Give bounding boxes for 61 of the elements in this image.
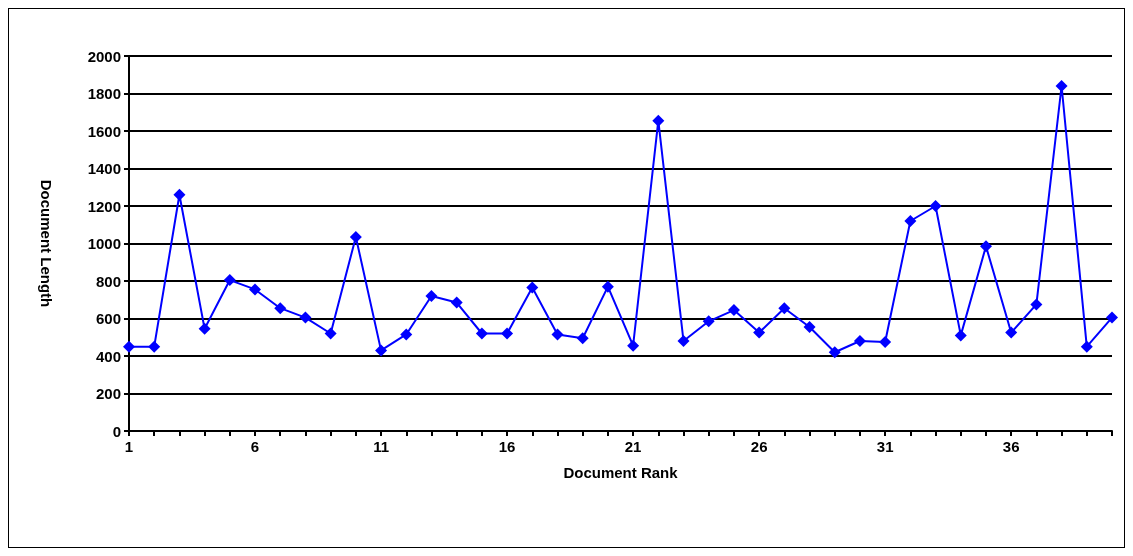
- y-axis-title: Document Length: [38, 179, 55, 308]
- y-tick-label: 1000: [87, 235, 121, 252]
- point: [828, 346, 841, 359]
- y-tick-label: 2000: [87, 47, 121, 65]
- x-tick-label: 6: [250, 438, 260, 455]
- point: [173, 188, 186, 201]
- x-axis-title: Document Rank: [563, 464, 679, 481]
- x-tick-label: 26: [750, 438, 768, 455]
- point: [274, 302, 287, 315]
- point: [475, 327, 488, 340]
- point: [375, 344, 388, 357]
- point: [954, 329, 967, 342]
- x-tick-label: 11: [373, 438, 389, 455]
- point: [803, 320, 816, 333]
- point: [702, 315, 715, 328]
- point: [904, 215, 917, 227]
- point: [753, 326, 766, 339]
- point: [879, 335, 892, 348]
- y-tick-label: 200: [95, 385, 121, 402]
- y-tick-label: 1600: [87, 122, 121, 140]
- point: [727, 304, 740, 317]
- y-tick-label: 1400: [87, 160, 121, 177]
- point: [526, 281, 539, 294]
- point: [1106, 311, 1118, 324]
- point: [929, 200, 942, 212]
- y-tick-label: 0: [112, 422, 121, 440]
- point: [652, 114, 665, 127]
- point: [627, 339, 640, 352]
- point: [1080, 340, 1093, 353]
- point: [501, 327, 514, 340]
- x-tick-label: 16: [498, 438, 516, 455]
- point: [778, 302, 791, 315]
- point: [1055, 80, 1068, 92]
- point: [551, 328, 564, 341]
- x-tick-label: 21: [624, 438, 642, 455]
- point: [1005, 326, 1018, 339]
- point: [223, 274, 236, 287]
- point: [979, 240, 992, 253]
- point: [148, 340, 161, 353]
- y-tick-label: 400: [95, 347, 121, 365]
- x-tick-label: 31: [876, 438, 894, 455]
- point: [249, 283, 262, 296]
- point: [198, 322, 211, 335]
- point: [450, 296, 463, 309]
- y-tick-label: 800: [95, 272, 121, 290]
- x-tick-label: 1: [124, 438, 134, 455]
- point: [677, 335, 690, 347]
- y-tick-label: 600: [95, 310, 121, 327]
- point: [601, 280, 614, 293]
- point: [324, 327, 337, 340]
- y-tick-label: 1200: [87, 197, 121, 215]
- point: [123, 340, 135, 353]
- point: [299, 311, 312, 324]
- point: [1030, 298, 1043, 311]
- y-tick-label: 1800: [87, 85, 121, 102]
- point: [400, 328, 413, 341]
- point: [853, 335, 866, 347]
- point: [349, 230, 362, 243]
- x-tick-label: 36: [1002, 438, 1020, 455]
- point: [425, 290, 438, 302]
- point: [576, 332, 589, 345]
